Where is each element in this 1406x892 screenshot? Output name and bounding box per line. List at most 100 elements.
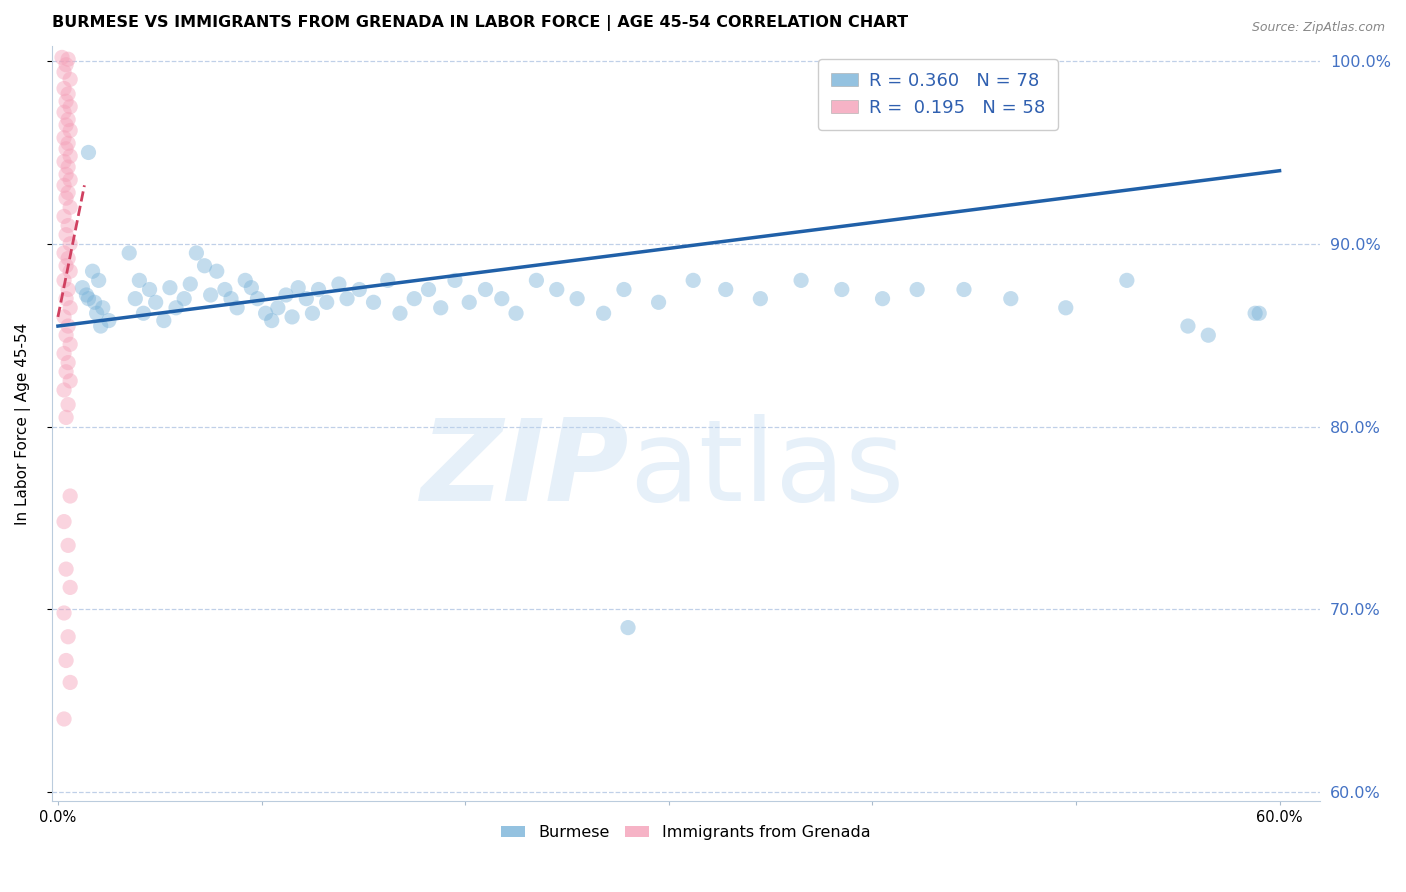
Point [281,310,304,324]
Point [953,283,976,297]
Point [77,292,100,306]
Point [128,273,150,287]
Point [328,277,350,291]
Point [59,489,82,503]
Point [56,112,79,127]
Point [53,65,76,79]
Point [82,264,104,278]
Point [55,328,77,343]
Point [59,123,82,137]
Point [872,292,894,306]
Point [186,246,208,260]
Point [87,273,110,287]
Point [219,292,242,306]
Point [153,313,176,327]
Point [165,301,187,315]
Point [56,356,79,370]
Point [56,538,79,552]
Point [1249,306,1271,320]
Point [59,173,82,187]
Point [388,306,411,320]
Point [790,273,813,287]
Point [55,95,77,109]
Point [59,200,82,214]
Point [55,292,77,306]
Point [56,319,79,334]
Point [55,259,77,273]
Point [274,288,297,302]
Point [1197,328,1219,343]
Point [59,374,82,388]
Point [233,273,256,287]
Point [200,288,222,302]
Point [55,653,77,667]
Point [429,301,451,315]
Point [56,219,79,233]
Point [55,142,77,156]
Point [59,264,82,278]
Point [56,52,79,66]
Point [56,136,79,151]
Point [53,383,76,397]
Point [56,160,79,174]
Point [246,292,269,306]
Point [526,273,548,287]
Point [59,149,82,163]
Point [1000,292,1022,306]
Point [72,281,94,295]
Point [118,246,141,260]
Point [546,283,568,297]
Point [91,301,114,315]
Point [295,292,318,306]
Point [1244,306,1267,320]
Point [90,319,112,334]
Point [315,295,337,310]
Point [53,81,76,95]
Point [592,306,614,320]
Point [404,292,426,306]
Point [377,273,399,287]
Point [53,178,76,193]
Point [1115,273,1137,287]
Point [53,273,76,287]
Point [55,410,77,425]
Point [59,675,82,690]
Point [56,87,79,101]
Point [53,310,76,324]
Point [59,337,82,351]
Point [505,306,527,320]
Text: atlas: atlas [628,414,904,524]
Point [56,630,79,644]
Point [55,167,77,181]
Point [75,288,97,302]
Point [138,283,160,297]
Point [97,313,120,327]
Point [55,562,77,576]
Y-axis label: In Labor Force | Age 45-54: In Labor Force | Age 45-54 [15,323,31,525]
Point [301,306,323,320]
Point [145,295,167,310]
Point [336,292,359,306]
Point [682,273,704,287]
Point [86,306,108,320]
Point [308,283,330,297]
Point [132,306,155,320]
Point [565,292,588,306]
Point [831,283,853,297]
Point [55,118,77,132]
Point [1177,319,1199,334]
Point [53,346,76,360]
Point [53,515,76,529]
Point [56,398,79,412]
Point [59,581,82,595]
Point [287,281,309,295]
Point [56,252,79,266]
Point [59,301,82,315]
Point [444,273,467,287]
Point [53,606,76,620]
Point [254,306,277,320]
Point [53,154,76,169]
Text: Source: ZipAtlas.com: Source: ZipAtlas.com [1251,21,1385,34]
Point [458,295,481,310]
Point [77,145,100,160]
